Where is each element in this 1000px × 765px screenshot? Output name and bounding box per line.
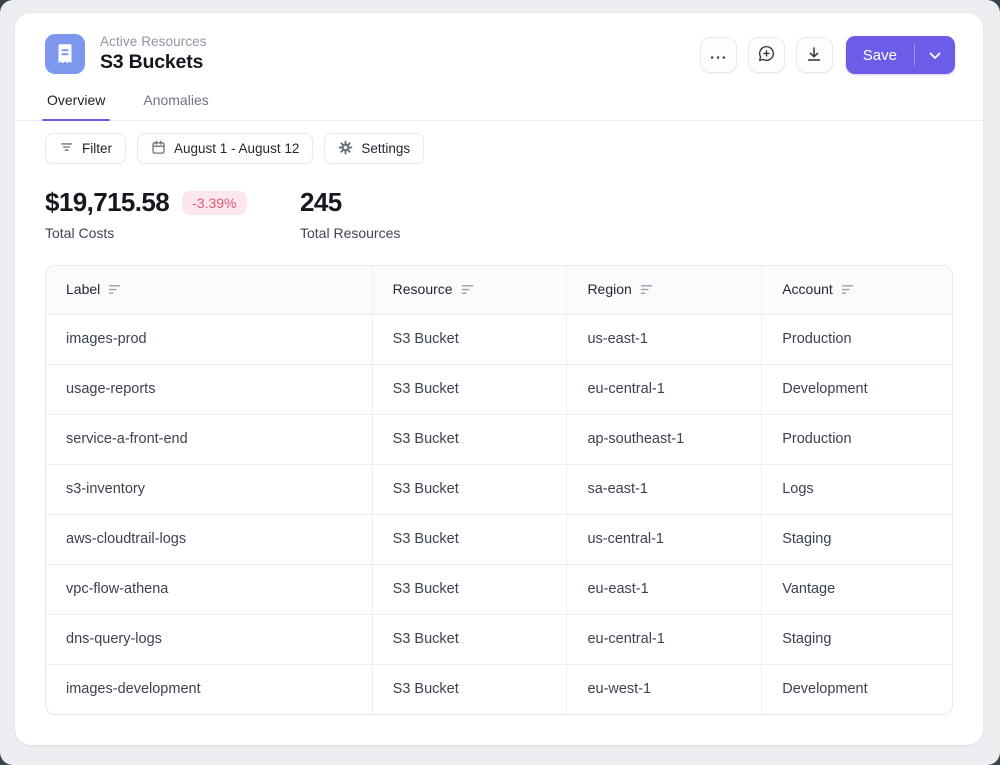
- header-actions: Save: [699, 36, 955, 74]
- stats-row: $19,715.58 -3.39% Total Costs 245 Total …: [45, 187, 953, 241]
- table-cell: service-a-front-end: [46, 413, 373, 464]
- table-cell: Vantage: [761, 563, 952, 614]
- table-cell: s3-inventory: [46, 463, 373, 514]
- download-icon: [805, 45, 823, 66]
- table-cell: us-central-1: [566, 513, 762, 564]
- table-row[interactable]: vpc-flow-athena S3 Bucket eu-east-1 Vantage: [46, 563, 952, 614]
- page-header: Active Resources S3 Buckets: [15, 13, 983, 74]
- date-range-button[interactable]: August 1 - August 12: [137, 133, 314, 164]
- total-costs-label: Total Costs: [45, 225, 115, 241]
- tabs-bar: Overview Anomalies: [15, 83, 983, 121]
- sort-lines-icon: [461, 282, 474, 298]
- table-cell: usage-reports: [46, 363, 373, 414]
- gear-icon: [338, 140, 353, 158]
- table-cell: S3 Bucket: [371, 314, 567, 364]
- header-eyebrow: Active Resources: [100, 34, 207, 49]
- table-cell: S3 Bucket: [371, 513, 567, 564]
- table-cell: eu-west-1: [566, 663, 762, 714]
- table-cell: S3 Bucket: [371, 563, 567, 614]
- tab-anomalies[interactable]: Anomalies: [143, 92, 209, 108]
- table-cell: eu-central-1: [566, 363, 762, 414]
- settings-button[interactable]: Settings: [324, 133, 425, 164]
- comment-plus-icon: [757, 44, 776, 66]
- save-button[interactable]: Save: [846, 36, 914, 74]
- table-cell: us-east-1: [566, 314, 762, 364]
- receipt-icon: [45, 34, 85, 74]
- table-cell: eu-central-1: [566, 613, 762, 664]
- filter-button[interactable]: Filter: [45, 133, 126, 164]
- table-cell: Production: [761, 413, 952, 464]
- table-cell: Staging: [761, 613, 952, 664]
- table-cell: S3 Bucket: [371, 363, 567, 414]
- column-header-region[interactable]: Region: [566, 266, 762, 315]
- table-header-row: Label Resource Region Account: [46, 266, 952, 315]
- table-row[interactable]: service-a-front-end S3 Bucket ap-southeast…: [46, 413, 952, 464]
- table-cell: S3 Bucket: [371, 463, 567, 514]
- table-row[interactable]: images-prod S3 Bucket us-east-1 Production: [46, 314, 952, 364]
- stat-total-resources: 245 Total Resources: [300, 187, 400, 241]
- column-header-account[interactable]: Account: [761, 266, 952, 315]
- more-options-button[interactable]: [699, 37, 737, 73]
- table-cell: eu-east-1: [566, 563, 762, 614]
- date-range-label: August 1 - August 12: [174, 141, 300, 156]
- table-row[interactable]: dns-query-logs S3 Bucket eu-central-1 Stagi…: [46, 613, 952, 664]
- table-cell: images-prod: [66, 331, 147, 347]
- cost-delta-badge: -3.39%: [182, 190, 247, 215]
- table-cell: Logs: [761, 463, 952, 514]
- column-header-resource[interactable]: Resource: [371, 266, 567, 315]
- settings-button-label: Settings: [361, 141, 411, 156]
- calendar-icon: [151, 140, 166, 158]
- table-cell: S3 Bucket: [371, 663, 567, 714]
- table-body: images-prod S3 Bucket us-east-1 Production …: [46, 314, 952, 714]
- column-header-label[interactable]: Label: [46, 266, 373, 315]
- total-resources-value: 245: [300, 187, 342, 217]
- table-cell: S3 Bucket: [371, 413, 567, 464]
- save-button-divider: [914, 44, 915, 66]
- page-card: Active Resources S3 Buckets: [15, 13, 983, 745]
- chevron-down-icon: [929, 48, 941, 63]
- table-cell: S3 Bucket: [371, 613, 567, 664]
- filter-lines-icon: [59, 140, 74, 157]
- table-cell: Development: [761, 363, 952, 414]
- table-cell: vpc-flow-athena: [46, 563, 373, 614]
- table-cell: Production: [761, 314, 952, 364]
- ellipsis-icon: [709, 48, 727, 63]
- table-row[interactable]: images-development S3 Bucket eu-west-1 Deve…: [46, 663, 952, 714]
- add-comment-button[interactable]: [747, 37, 785, 73]
- table-row[interactable]: usage-reports S3 Bucket eu-central-1 Develo…: [46, 363, 952, 414]
- table-cell: images-development: [46, 663, 373, 714]
- sort-lines-icon: [640, 282, 653, 298]
- page-title: S3 Buckets: [100, 51, 204, 73]
- table-cell: sa-east-1: [566, 463, 762, 514]
- filter-button-label: Filter: [82, 141, 112, 156]
- card-body: Filter August 1 - August 12: [15, 121, 983, 715]
- table-cell: aws-cloudtrail-logs: [46, 513, 373, 564]
- table-row[interactable]: s3-inventory S3 Bucket sa-east-1 Logs: [46, 463, 952, 514]
- sort-lines-icon: [108, 282, 121, 298]
- stat-total-costs: $19,715.58 -3.39% Total Costs: [45, 187, 300, 241]
- total-resources-label: Total Resources: [300, 225, 401, 241]
- save-dropdown-button[interactable]: [915, 36, 955, 74]
- table-cell: dns-query-logs: [46, 613, 373, 664]
- resources-table: Label Resource Region Account images-pro…: [45, 265, 953, 715]
- download-button[interactable]: [795, 37, 833, 73]
- tab-overview[interactable]: Overview: [41, 83, 111, 121]
- filter-toolbar: Filter August 1 - August 12: [45, 133, 953, 164]
- table-cell: Development: [761, 663, 952, 714]
- table-cell: ap-southeast-1: [566, 413, 762, 464]
- header-title-group: Active Resources S3 Buckets: [45, 34, 207, 74]
- table-row[interactable]: aws-cloudtrail-logs S3 Bucket us-central-1…: [46, 513, 952, 564]
- table-cell: Staging: [761, 513, 952, 564]
- sort-lines-icon: [841, 282, 854, 298]
- save-split-button: Save: [845, 36, 955, 74]
- total-costs-value: $19,715.58: [45, 187, 170, 217]
